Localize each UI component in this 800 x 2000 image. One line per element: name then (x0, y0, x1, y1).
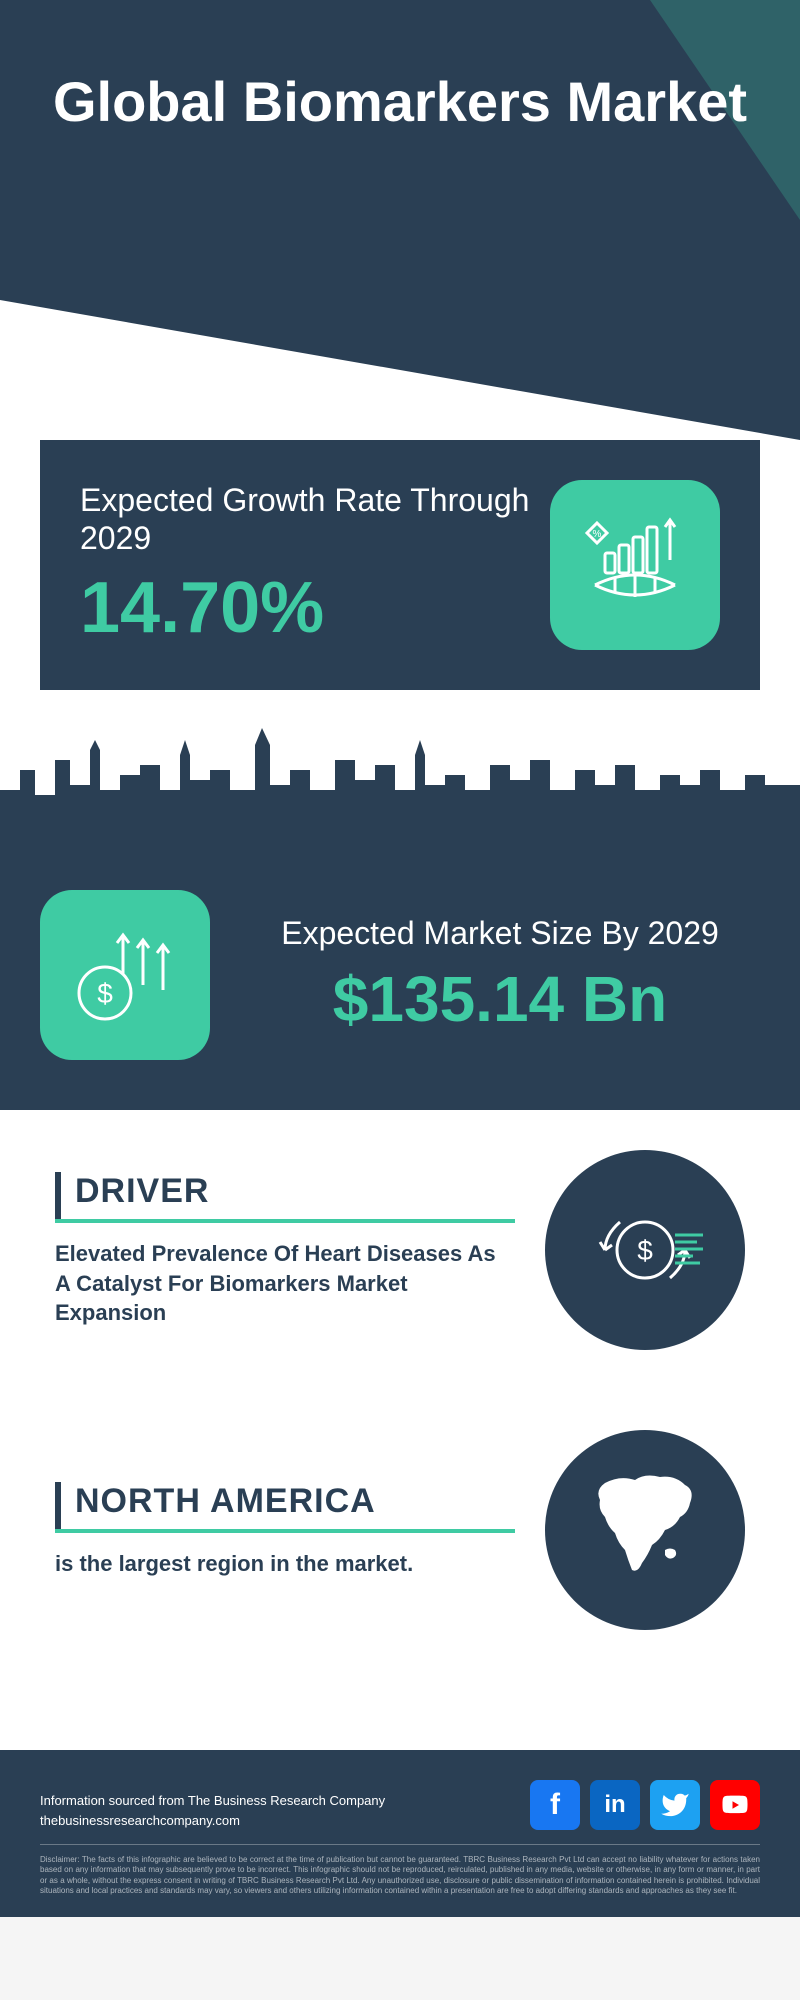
footer-top-row: Information sourced from The Business Re… (40, 1780, 760, 1845)
svg-text:%: % (593, 529, 602, 540)
driver-underline (55, 1219, 515, 1223)
region-underline (55, 1529, 515, 1533)
growth-chart-globe-icon: % (550, 480, 720, 650)
spacer (0, 1670, 800, 1750)
region-section: NORTH AMERICA is the largest region in t… (0, 1390, 800, 1670)
source-line-1: Information sourced from The Business Re… (40, 1791, 385, 1811)
facebook-icon[interactable]: f (530, 1780, 580, 1830)
source-line-2: thebusinessresearchcompany.com (40, 1811, 385, 1831)
market-size-value: $135.14 Bn (240, 962, 760, 1036)
driver-text-block: DRIVER Elevated Prevalence Of Heart Dise… (55, 1172, 515, 1328)
facebook-glyph: f (550, 1788, 560, 1822)
market-size-label: Expected Market Size By 2029 (240, 915, 760, 952)
market-size-card: $ Expected Market Size By 2029 $135.14 B… (0, 840, 800, 1110)
main-title: Global Biomarkers Market (0, 0, 800, 134)
twitter-icon[interactable] (650, 1780, 700, 1830)
social-links-row: f in (530, 1780, 760, 1830)
youtube-icon[interactable] (710, 1780, 760, 1830)
footer: Information sourced from The Business Re… (0, 1750, 800, 1917)
growth-rate-card: Expected Growth Rate Through 2029 14.70%… (40, 440, 760, 690)
linkedin-glyph: in (604, 1791, 625, 1819)
disclaimer-text: Disclaimer: The facts of this infographi… (40, 1855, 760, 1897)
dollar-arrows-up-icon: $ (40, 890, 210, 1060)
north-america-map-icon (545, 1430, 745, 1630)
linkedin-icon[interactable]: in (590, 1780, 640, 1830)
market-text-block: Expected Market Size By 2029 $135.14 Bn (240, 915, 760, 1036)
source-attribution: Information sourced from The Business Re… (40, 1791, 385, 1830)
growth-text-block: Expected Growth Rate Through 2029 14.70% (80, 481, 550, 650)
dollar-transfer-icon: $ (545, 1150, 745, 1350)
region-heading: NORTH AMERICA (55, 1482, 515, 1529)
region-text-block: NORTH AMERICA is the largest region in t… (55, 1482, 515, 1579)
driver-body: Elevated Prevalence Of Heart Diseases As… (55, 1239, 515, 1328)
header-bottom-cut (0, 300, 800, 440)
city-skyline-divider (0, 720, 800, 840)
svg-text:$: $ (637, 1235, 653, 1266)
header-banner: Global Biomarkers Market (0, 0, 800, 440)
svg-text:$: $ (97, 978, 113, 1009)
growth-value: 14.70% (80, 567, 550, 649)
infographic-root: Global Biomarkers Market Expected Growth… (0, 0, 800, 1917)
driver-heading: DRIVER (55, 1172, 515, 1219)
growth-label: Expected Growth Rate Through 2029 (80, 481, 550, 558)
driver-section: DRIVER Elevated Prevalence Of Heart Dise… (0, 1110, 800, 1390)
region-body: is the largest region in the market. (55, 1549, 515, 1579)
